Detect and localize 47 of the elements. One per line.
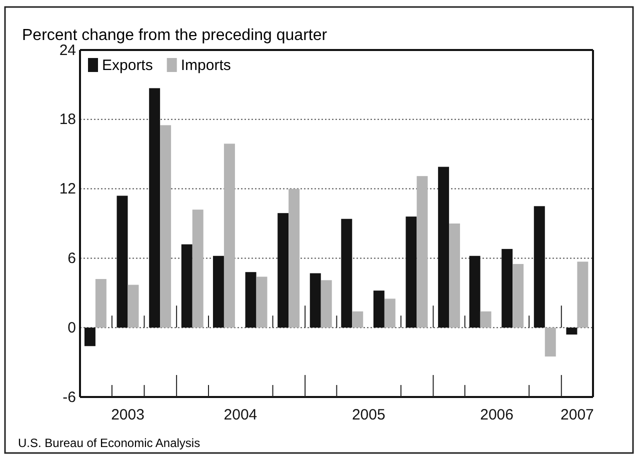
- bar: [245, 272, 256, 328]
- bar: [373, 290, 384, 328]
- bar: [212, 256, 224, 328]
- x-tick-label: 2007: [560, 406, 594, 424]
- bar: [224, 144, 235, 328]
- bar: [116, 196, 128, 328]
- bar: [577, 262, 588, 328]
- bar: [278, 213, 289, 328]
- bar: [502, 248, 513, 328]
- bar: [310, 273, 321, 328]
- bar: [181, 244, 192, 328]
- x-tick-label: 2004: [224, 406, 258, 424]
- y-tick-label: 18: [59, 111, 76, 128]
- bar: [95, 279, 106, 328]
- bar: [288, 188, 300, 328]
- x-tick-label: 2005: [352, 406, 386, 424]
- y-tick-label: 0: [68, 319, 76, 336]
- bar: [84, 328, 96, 346]
- bar: [449, 224, 460, 328]
- y-tick-label: 12: [59, 180, 76, 198]
- legend-label: Exports: [102, 57, 153, 74]
- bar: [469, 256, 480, 328]
- x-tick-label: 2006: [480, 406, 514, 424]
- bar: [534, 206, 545, 328]
- bar: [128, 284, 139, 328]
- bar: [320, 280, 332, 328]
- bar: [566, 328, 578, 335]
- bar: [192, 210, 204, 328]
- y-tick-label: -6: [62, 388, 76, 406]
- y-tick-label: 6: [68, 250, 76, 267]
- legend-label: Imports: [180, 57, 231, 74]
- bar: [256, 276, 268, 328]
- y-tick-label: 24: [59, 42, 76, 59]
- bar: [406, 216, 417, 328]
- text: U.S. Bureau of Economic Analysis: [18, 436, 200, 450]
- bar: [352, 311, 364, 328]
- chart-title: Percent change from the preceding quarter: [22, 27, 328, 44]
- bar: [438, 166, 450, 328]
- bar: [149, 88, 160, 328]
- bar: [512, 264, 524, 328]
- x-tick-label: 2003: [111, 406, 144, 424]
- bar: [384, 298, 396, 328]
- bar: [160, 125, 172, 328]
- bar: [341, 218, 352, 328]
- bar: [416, 176, 428, 328]
- bar: [544, 328, 556, 357]
- bar: [480, 311, 492, 328]
